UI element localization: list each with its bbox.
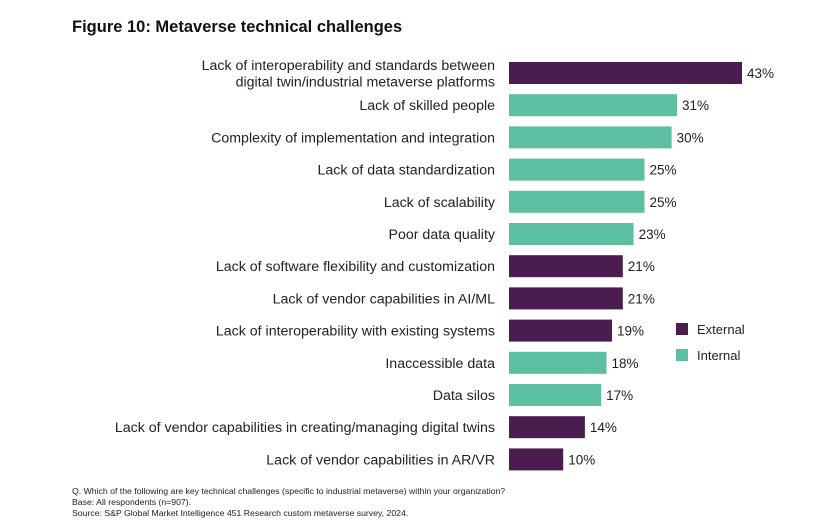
category-label: Data silos bbox=[433, 388, 495, 404]
bar bbox=[509, 255, 623, 278]
category-label: Lack of vendor capabilities in AR/VR bbox=[266, 452, 495, 468]
bar-value-label: 21% bbox=[628, 291, 655, 306]
bar bbox=[509, 126, 672, 149]
bar bbox=[509, 351, 607, 374]
legend-label: External bbox=[697, 322, 745, 337]
footnote-base: Base: All respondents (n=907). bbox=[72, 497, 192, 507]
bar bbox=[509, 416, 585, 439]
category-label: Lack of interoperability with existing s… bbox=[216, 324, 495, 340]
chart-title: Figure 10: Metaverse technical challenge… bbox=[72, 18, 403, 36]
category-label: Lack of scalability bbox=[384, 195, 496, 211]
category-label: Lack of software flexibility and customi… bbox=[216, 259, 495, 275]
bar-value-label: 14% bbox=[590, 420, 617, 435]
bar-value-label: 23% bbox=[639, 227, 666, 242]
bar-value-label: 17% bbox=[606, 388, 633, 403]
category-label: Poor data quality bbox=[389, 227, 496, 243]
footnotes: Q. Which of the following are key techni… bbox=[72, 486, 505, 519]
bar-value-label: 43% bbox=[747, 66, 774, 81]
bar-chart: 43% Lack of interoperability and standard… bbox=[115, 58, 774, 471]
bar bbox=[509, 319, 612, 342]
footnote-question: Q. Which of the following are key techni… bbox=[72, 486, 506, 496]
bar bbox=[509, 158, 645, 181]
bar-value-label: 25% bbox=[650, 195, 677, 210]
bar-value-label: 25% bbox=[650, 163, 677, 178]
category-label: Lack of data standardization bbox=[318, 163, 495, 179]
bar bbox=[509, 448, 564, 471]
category-label: Lack of vendor capabilities in creating/… bbox=[115, 420, 495, 436]
footnote-source: Source: S&P Global Market Intelligence 4… bbox=[72, 508, 409, 518]
category-label: Lack of vendor capabilities in AI/ML bbox=[273, 291, 496, 307]
bar bbox=[509, 94, 677, 117]
bar bbox=[509, 190, 645, 213]
legend-label: Internal bbox=[697, 348, 740, 363]
bar-value-label: 31% bbox=[682, 98, 709, 113]
bar-value-label: 19% bbox=[617, 324, 644, 339]
bar-value-label: 21% bbox=[628, 259, 655, 274]
legend-swatch bbox=[676, 323, 688, 335]
bar bbox=[509, 223, 634, 245]
category-label: Lack of skilled people bbox=[359, 98, 495, 114]
category-label: Inaccessible data bbox=[385, 356, 495, 372]
category-label: Complexity of implementation and integra… bbox=[211, 130, 495, 146]
bar-value-label: 10% bbox=[568, 452, 595, 467]
bar bbox=[509, 62, 742, 84]
bar-value-label: 30% bbox=[677, 130, 704, 145]
category-label: Lack of interoperability and standards b… bbox=[202, 58, 495, 91]
bar bbox=[509, 287, 623, 310]
bar bbox=[509, 384, 602, 406]
bar-value-label: 18% bbox=[612, 356, 639, 371]
legend-swatch bbox=[676, 349, 688, 361]
